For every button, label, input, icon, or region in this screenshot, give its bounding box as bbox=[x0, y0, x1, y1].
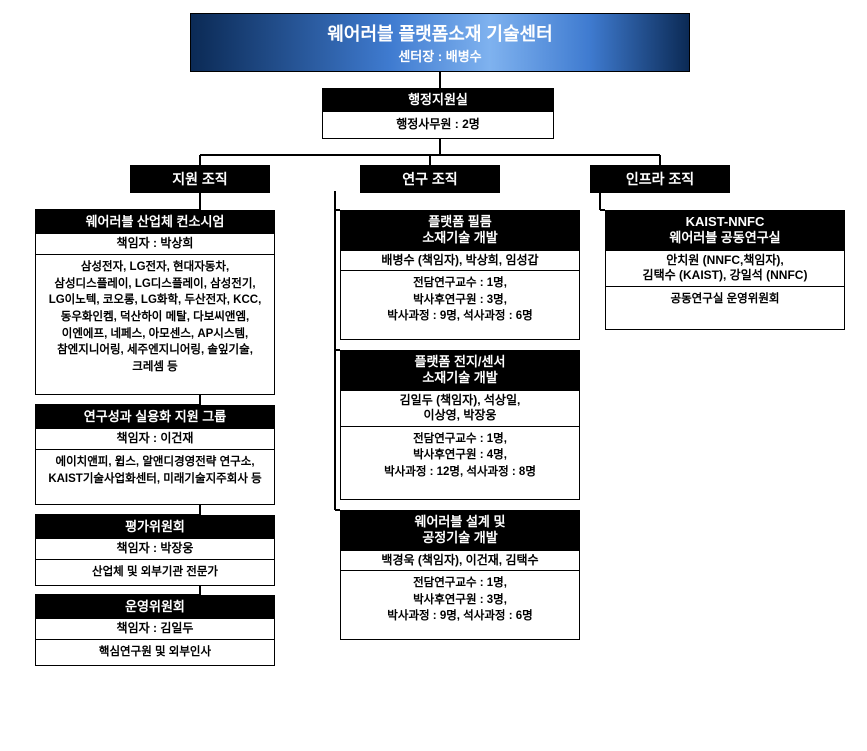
lab-lead: 안치원 (NNFC,책임자), 김택수 (KAIST), 강일석 (NNFC) bbox=[606, 250, 844, 286]
evaluation-committee-box: 평가위원회 책임자 : 박장웅 산업체 및 외부기관 전문가 bbox=[35, 515, 275, 586]
lab-lead-l1: 안치원 (NNFC,책임자), bbox=[666, 253, 784, 267]
admin-body: 행정사무원 : 2명 bbox=[323, 111, 553, 137]
film-header-l2: 소재기술 개발 bbox=[422, 230, 497, 245]
film-header-l1: 플랫폼 필름 bbox=[428, 214, 491, 229]
commercialization-box: 연구성과 실용화 지원 그룹 책임자 : 이건재 에이치앤피, 윕스, 알앤디경… bbox=[35, 405, 275, 505]
battery-lead-l2: 이상영, 박장웅 bbox=[424, 408, 497, 422]
commercialization-lead: 책임자 : 이건재 bbox=[36, 428, 274, 449]
consortium-box: 웨어러블 산업체 컨소시엄 책임자 : 박상희 삼성전자, LG전자, 현대자동… bbox=[35, 210, 275, 395]
evaluation-header: 평가위원회 bbox=[36, 516, 274, 538]
design-header-l1: 웨어러블 설계 및 bbox=[415, 514, 506, 529]
battery-lead-l1: 김일두 (책임자), 석상일, bbox=[400, 393, 521, 407]
film-body: 전담연구교수 : 1명, 박사후연구원 : 3명, 박사과정 : 9명, 석사과… bbox=[341, 270, 579, 329]
center-title-box: 웨어러블 플랫폼소재 기술센터 센터장 : 배병수 bbox=[190, 13, 690, 72]
film-lead: 배병수 (책임자), 박상희, 임성갑 bbox=[341, 250, 579, 271]
consortium-body: 삼성전자, LG전자, 현대자동차, 삼성디스플레이, LG디스플레이, 삼성전… bbox=[36, 254, 274, 380]
battery-header-l1: 플랫폼 전지/센서 bbox=[415, 354, 506, 369]
commercialization-header: 연구성과 실용화 지원 그룹 bbox=[36, 406, 274, 428]
battery-header: 플랫폼 전지/센서 소재기술 개발 bbox=[341, 351, 579, 390]
evaluation-body: 산업체 및 외부기관 전문가 bbox=[36, 559, 274, 585]
infra-section-label: 인프라 조직 bbox=[590, 165, 730, 193]
admin-header: 행정지원실 bbox=[323, 89, 553, 111]
center-title: 웨어러블 플랫폼소재 기술센터 bbox=[191, 14, 689, 46]
design-header: 웨어러블 설계 및 공정기술 개발 bbox=[341, 511, 579, 550]
design-header-l2: 공정기술 개발 bbox=[422, 530, 497, 545]
admin-office-box: 행정지원실 행정사무원 : 2명 bbox=[322, 88, 554, 139]
film-research-box: 플랫폼 필름 소재기술 개발 배병수 (책임자), 박상희, 임성갑 전담연구교… bbox=[340, 210, 580, 340]
consortium-lead: 책임자 : 박상희 bbox=[36, 233, 274, 254]
battery-sensor-box: 플랫폼 전지/센서 소재기술 개발 김일두 (책임자), 석상일, 이상영, 박… bbox=[340, 350, 580, 500]
film-header: 플랫폼 필름 소재기술 개발 bbox=[341, 211, 579, 250]
lab-header-l1: KAIST-NNFC bbox=[686, 214, 765, 229]
joint-lab-box: KAIST-NNFC 웨어러블 공동연구실 안치원 (NNFC,책임자), 김택… bbox=[605, 210, 845, 330]
steering-header: 운영위원회 bbox=[36, 596, 274, 618]
lab-header: KAIST-NNFC 웨어러블 공동연구실 bbox=[606, 211, 844, 250]
battery-lead: 김일두 (책임자), 석상일, 이상영, 박장웅 bbox=[341, 390, 579, 426]
org-chart: 웨어러블 플랫폼소재 기술센터 센터장 : 배병수 행정지원실 행정사무원 : … bbox=[10, 10, 857, 741]
evaluation-lead: 책임자 : 박장웅 bbox=[36, 538, 274, 559]
consortium-header: 웨어러블 산업체 컨소시엄 bbox=[36, 211, 274, 233]
design-body: 전담연구교수 : 1명, 박사후연구원 : 3명, 박사과정 : 9명, 석사과… bbox=[341, 570, 579, 629]
lab-lead-l2: 김택수 (KAIST), 강일석 (NNFC) bbox=[643, 268, 808, 282]
steering-committee-box: 운영위원회 책임자 : 김일두 핵심연구원 및 외부인사 bbox=[35, 595, 275, 666]
battery-header-l2: 소재기술 개발 bbox=[422, 370, 497, 385]
design-process-box: 웨어러블 설계 및 공정기술 개발 백경욱 (책임자), 이건재, 김택수 전담… bbox=[340, 510, 580, 640]
steering-lead: 책임자 : 김일두 bbox=[36, 618, 274, 639]
research-section-label: 연구 조직 bbox=[360, 165, 500, 193]
support-section-label: 지원 조직 bbox=[130, 165, 270, 193]
lab-header-l2: 웨어러블 공동연구실 bbox=[669, 230, 780, 245]
lab-body: 공동연구실 운영위원회 bbox=[606, 286, 844, 312]
battery-body: 전담연구교수 : 1명, 박사후연구원 : 4명, 박사과정 : 12명, 석사… bbox=[341, 426, 579, 485]
commercialization-body: 에이치앤피, 윕스, 알앤디경영전략 연구소, KAIST기술사업화센터, 미래… bbox=[36, 449, 274, 491]
steering-body: 핵심연구원 및 외부인사 bbox=[36, 639, 274, 665]
design-lead: 백경욱 (책임자), 이건재, 김택수 bbox=[341, 550, 579, 571]
center-subtitle: 센터장 : 배병수 bbox=[191, 46, 689, 71]
